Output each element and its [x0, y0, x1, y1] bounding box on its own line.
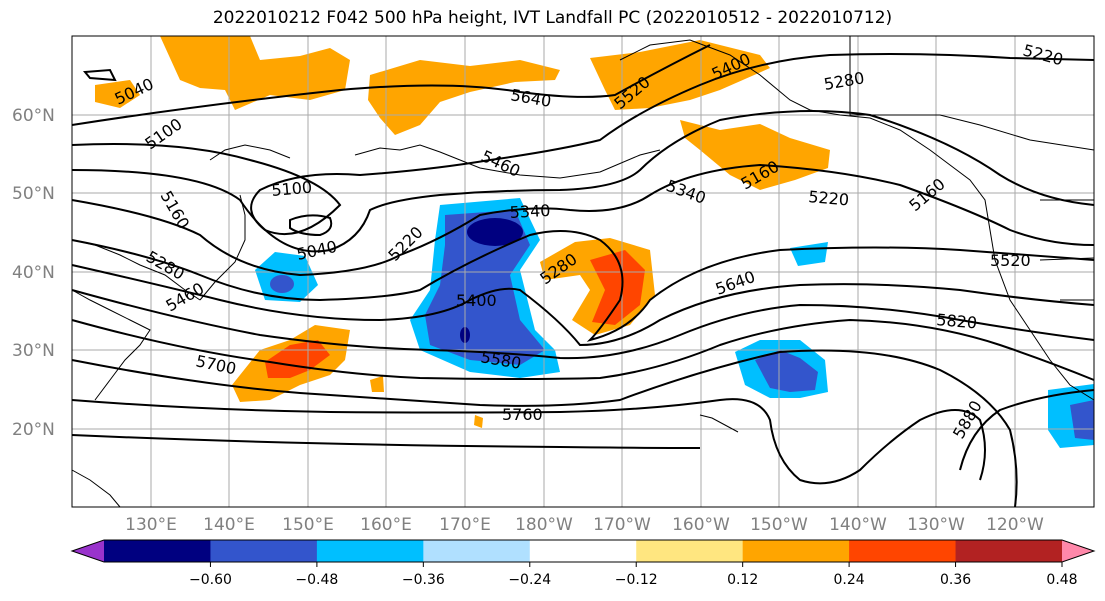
ivt-shading: [95, 36, 1094, 448]
map-title: 2022010212 F042 500 hPa height, IVT Land…: [212, 8, 893, 28]
lon-label: 140°E: [203, 515, 255, 535]
colorbar-tick-label: 0.24: [834, 572, 865, 588]
colorbar-tick-label: −0.48: [295, 572, 338, 588]
lon-label: 160°W: [672, 515, 730, 535]
colorbar-segment: [316, 540, 424, 562]
contour-label: 5520: [990, 251, 1031, 270]
colorbar: −0.60 −0.48 −0.36 −0.24 −0.12 0.12 0.24 0.36 0.4…: [70, 539, 1096, 588]
colorbar-tick-label: −0.24: [508, 572, 551, 588]
lon-label: 160°E: [360, 515, 412, 535]
contour-label: 5100: [271, 178, 313, 200]
longitude-labels: 130°E 140°E 150°E 160°E 170°E 180°W 170°…: [125, 515, 1044, 535]
colorbar-segment: [742, 540, 850, 562]
contour-label: 5220: [808, 187, 850, 209]
colorbar-tick-label: 0.36: [940, 572, 971, 588]
colorbar-segment: [636, 540, 744, 562]
map-frame: [71, 35, 1095, 508]
colorbar-segment: [529, 540, 637, 562]
lon-label: 150°E: [282, 515, 334, 535]
lat-label: 20°N: [12, 420, 55, 440]
lat-label: 60°N: [12, 106, 55, 126]
lon-label: 180°W: [515, 515, 573, 535]
colorbar-segment: [849, 540, 957, 562]
colorbar-outline: [70, 539, 1096, 563]
lon-label: 170°E: [439, 515, 491, 535]
lon-label: 130°E: [125, 515, 177, 535]
lat-label: 30°N: [12, 341, 55, 361]
lon-label: 170°W: [593, 515, 651, 535]
contour-label: 5400: [456, 291, 497, 310]
lat-label: 40°N: [12, 263, 55, 283]
lat-label: 50°N: [12, 184, 55, 204]
lon-label: 150°W: [750, 515, 808, 535]
colorbar-tick-label: −0.36: [402, 572, 445, 588]
colorbar-extend-high: [1062, 540, 1094, 562]
colorbar-segment: [955, 540, 1063, 562]
colorbar-extend-low: [72, 540, 104, 562]
colorbar-segment: [423, 540, 531, 562]
colorbar-tick-label: −0.60: [189, 572, 232, 588]
contour-label: 5820: [936, 310, 978, 332]
colorbar-tick-label: −0.12: [615, 572, 658, 588]
contour-label: 5760: [502, 405, 543, 424]
colorbar-tick-label: 0.48: [1046, 572, 1077, 588]
latitude-labels: 60°N 50°N 40°N 30°N 20°N: [12, 106, 55, 440]
height-contours: [71, 44, 1095, 508]
colorbar-tick-label: 0.12: [727, 572, 758, 588]
lon-label: 120°W: [986, 515, 1044, 535]
lon-label: 130°W: [907, 515, 965, 535]
colorbar-segment: [210, 540, 318, 562]
lon-label: 140°W: [829, 515, 887, 535]
colorbar-segment: [104, 540, 211, 562]
contour-label: 5340: [509, 201, 551, 222]
